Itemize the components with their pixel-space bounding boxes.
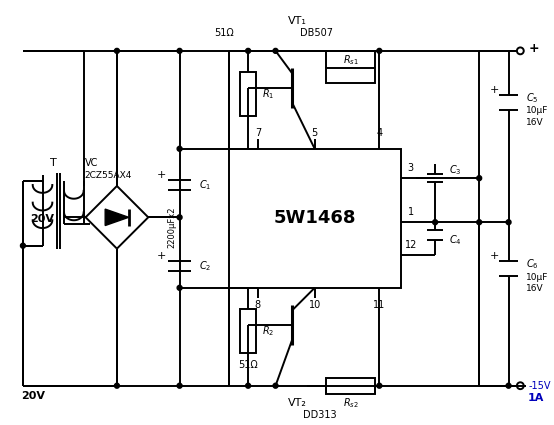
Text: $C_3$: $C_3$ [449,164,461,177]
Circle shape [477,176,481,181]
Text: +: + [157,252,167,261]
Text: 10μF: 10μF [526,106,548,115]
Text: DB507: DB507 [300,28,333,38]
Circle shape [177,285,182,290]
Text: 10μF: 10μF [526,272,548,281]
Text: VT₁: VT₁ [288,17,306,26]
Circle shape [20,243,25,248]
Circle shape [477,220,481,225]
Circle shape [245,383,250,388]
Text: 7: 7 [255,128,261,138]
Text: -15V: -15V [528,381,551,391]
Text: $R_{s2}$: $R_{s2}$ [343,397,359,410]
Text: 2CZ55AX4: 2CZ55AX4 [85,171,132,180]
Text: 11: 11 [373,300,386,310]
Text: $C_1$: $C_1$ [199,178,212,192]
Circle shape [517,382,524,389]
Circle shape [377,48,382,53]
Text: 8: 8 [255,300,261,310]
Text: DD313: DD313 [303,410,336,420]
Circle shape [517,48,524,54]
Text: +: + [490,252,500,261]
Circle shape [245,48,250,53]
Bar [326,68,376,83]
Text: 51Ω: 51Ω [238,360,258,370]
Circle shape [433,220,438,225]
Text: 10: 10 [309,300,321,310]
Text: $R_1$: $R_1$ [262,87,274,101]
Text: 4: 4 [376,128,382,138]
Text: 16V: 16V [526,284,544,293]
Circle shape [273,48,278,53]
Text: 12: 12 [404,240,417,250]
Text: +: + [157,170,167,180]
Text: 16V: 16V [526,118,544,127]
Circle shape [177,215,182,220]
Text: 20V: 20V [21,391,45,400]
Text: T: T [50,159,57,168]
Circle shape [273,383,278,388]
Text: +: + [528,42,539,55]
Text: $C_2$: $C_2$ [199,259,212,273]
Polygon shape [105,209,129,226]
Text: VT₂: VT₂ [288,398,306,408]
Bar [240,72,256,116]
Circle shape [506,383,511,388]
Text: 51Ω: 51Ω [214,28,234,38]
Text: 1A: 1A [528,394,545,403]
Bar [229,149,401,288]
Bar [326,378,376,394]
Text: $C_5$: $C_5$ [526,91,538,105]
Circle shape [177,48,182,53]
Text: +: + [490,85,500,95]
Text: $R_2$: $R_2$ [262,324,274,338]
Circle shape [377,383,382,388]
Text: 20V: 20V [30,214,54,224]
Text: $C_4$: $C_4$ [449,233,461,247]
Circle shape [177,146,182,151]
Circle shape [177,383,182,388]
Text: VC: VC [85,159,98,168]
Text: 5W1468: 5W1468 [274,209,356,227]
Bar [240,309,256,354]
Text: $R_{s1}$: $R_{s1}$ [343,53,359,67]
Text: 5: 5 [311,128,318,138]
Text: 2200μFx2: 2200μFx2 [167,207,176,248]
Circle shape [115,48,119,53]
Circle shape [506,220,511,225]
Text: 3: 3 [408,163,414,173]
Text: 1: 1 [408,207,414,218]
Circle shape [115,383,119,388]
Text: $C_6$: $C_6$ [526,258,539,271]
